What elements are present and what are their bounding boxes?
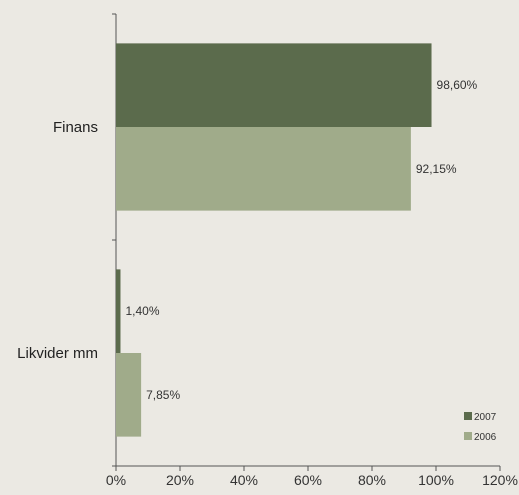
x-tick-label: 60% [294, 472, 322, 488]
legend-swatch [464, 412, 472, 420]
x-tick-label: 20% [166, 472, 194, 488]
x-tick-label: 40% [230, 472, 258, 488]
bar [116, 127, 411, 211]
axes: 0% 20% 40% 60% 80% 100% 120% [106, 13, 518, 488]
x-tick-label: 100% [418, 472, 454, 488]
data-label: 7,85% [146, 388, 180, 402]
legend-label: 2006 [474, 432, 497, 443]
x-tick-label: 120% [482, 472, 518, 488]
bars [116, 43, 432, 437]
data-label: 98,60% [437, 78, 478, 92]
legend: 2007 2006 [464, 412, 497, 443]
x-tick-label: 80% [358, 472, 386, 488]
legend-label: 2007 [474, 412, 497, 423]
data-label: 1,40% [125, 304, 159, 318]
bar [116, 269, 121, 353]
x-tick-label: 0% [106, 472, 126, 488]
labels: Finans 98,60% 92,15% Likvider mm 1,40% 7,85% [17, 78, 477, 402]
legend-swatch [464, 432, 472, 440]
category-label: Finans [53, 119, 98, 136]
data-label: 92,15% [416, 162, 457, 176]
bar [116, 43, 432, 127]
bar [116, 353, 142, 437]
category-label: Likvider mm [17, 345, 98, 362]
